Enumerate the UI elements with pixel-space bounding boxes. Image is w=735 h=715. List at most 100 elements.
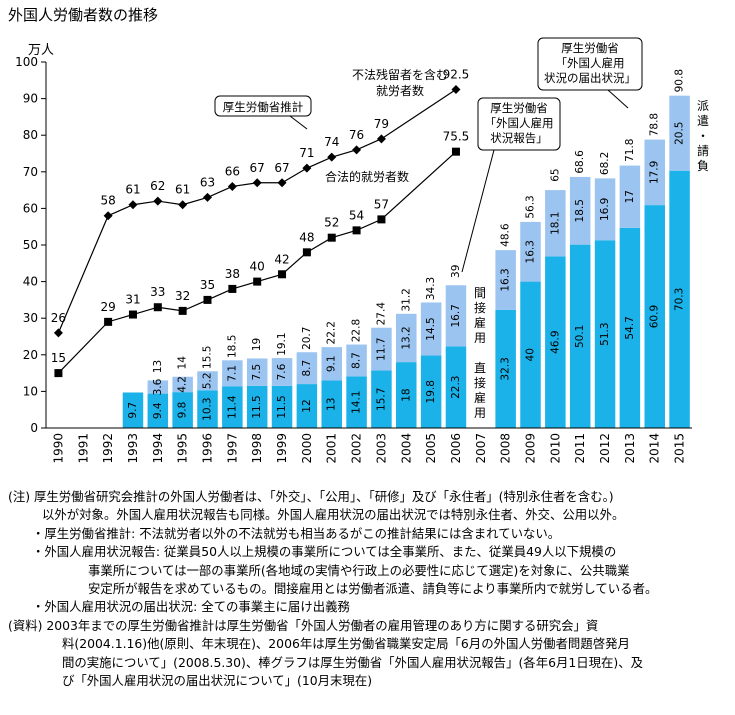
bar-segment-lower — [545, 256, 566, 428]
x-tick-label: 2004 — [399, 433, 413, 464]
bar-segment-upper — [495, 250, 516, 310]
bar-label-direct: 9.7 — [127, 402, 139, 419]
bar-segment-upper — [371, 327, 392, 371]
x-tick-label: 2013 — [623, 433, 637, 464]
bar-segment-lower — [594, 240, 616, 428]
bar-segment-upper — [172, 376, 193, 393]
bar-label-indirect: 11.7 — [375, 337, 387, 360]
bar-label-indirect: 16.7 — [450, 304, 462, 327]
bar-segment-upper — [396, 313, 417, 363]
bar-label-direct: 11.4 — [226, 395, 238, 419]
x-tick-label: 2002 — [350, 433, 364, 464]
y-tick-label: 90 — [23, 92, 38, 106]
bar-segment-lower — [669, 170, 690, 428]
bar-segment-upper — [271, 358, 293, 386]
bar-label-direct: 60.9 — [649, 305, 661, 328]
bar-segment-lower — [222, 386, 243, 428]
note-line: ・厚生労働省推計: 不法就労者以外の不法就労も相当あるがこの推計結果には含まれて… — [32, 525, 561, 541]
bar-segment-upper — [246, 358, 268, 386]
bar-segment-upper — [644, 139, 665, 206]
bar-label-total: 27.4 — [375, 302, 387, 326]
legal-value-label: 15 — [51, 351, 66, 365]
bar-segment-upper — [520, 221, 541, 282]
segment-label-dispatch: ・ — [697, 129, 709, 143]
bar-label-dispatch: 16.3 — [500, 268, 512, 291]
bar-segment-upper — [445, 285, 467, 347]
bar-label-indirect: 7.6 — [276, 363, 288, 380]
bar-label-direct: 9.4 — [152, 402, 164, 419]
estimate-point — [352, 145, 362, 155]
y-axis-unit-label: 万人 — [28, 43, 54, 58]
estimate-point — [376, 134, 386, 144]
note-line: ・外国人雇用状況の届出状況: 全ての事業主に届け出義務 — [32, 599, 350, 615]
segment-label-direct: 用 — [474, 406, 486, 420]
bar-label-dispatch: 18.5 — [574, 199, 586, 222]
y-tick-label: 50 — [23, 238, 38, 252]
x-tick-label: 2009 — [524, 433, 538, 464]
bar-label-direct: 18 — [400, 388, 412, 401]
legal-point — [327, 233, 336, 242]
x-tick-label: 1996 — [201, 433, 215, 464]
estimate-point — [277, 178, 287, 188]
bar-segment-lower — [619, 227, 641, 428]
legal-point — [203, 295, 212, 304]
y-tick-label: 0 — [30, 421, 38, 435]
bar-label-direct: 19.8 — [425, 380, 437, 403]
bar-segment-upper — [619, 165, 641, 228]
bar-segment-lower — [495, 309, 516, 428]
x-tick-label: 2010 — [548, 433, 562, 464]
estimate-value-label: 74 — [324, 135, 339, 149]
bar-segment-lower — [147, 393, 169, 428]
y-tick-label: 100 — [15, 55, 38, 69]
bar-label-total: 22.8 — [351, 319, 363, 342]
bar-label-total: 39 — [450, 265, 462, 278]
note-line: (注) 厚生労働省研究会推計の外国人労働者は、「外交」、「公用」、「研修」及び「… — [8, 489, 614, 504]
bar-label-total: 56.3 — [525, 195, 537, 218]
segment-label-direct: 雇 — [474, 390, 486, 405]
legal-value-label: 32 — [175, 289, 190, 303]
bar-segment-lower — [445, 346, 467, 428]
y-tick-label: 20 — [23, 348, 38, 362]
bar-label-direct: 11.5 — [251, 395, 263, 418]
segment-label-direct: 直 — [474, 361, 486, 375]
y-tick-label: 10 — [23, 384, 38, 398]
bar-label-total: 78.8 — [649, 113, 661, 136]
bar-segment-upper — [147, 380, 169, 394]
x-tick-label: 2012 — [598, 433, 612, 464]
bar-segment-lower — [321, 380, 342, 428]
segment-label-dispatch: 遣 — [697, 113, 709, 128]
bar-label-indirect: 3.6 — [152, 378, 164, 395]
bar-segment-lower — [371, 370, 392, 428]
bar-label-total: 68.2 — [599, 152, 611, 175]
estimate-point — [252, 178, 262, 188]
segment-label-direct: 接 — [474, 375, 486, 390]
y-tick-label: 70 — [23, 165, 38, 179]
x-tick-label: 1991 — [76, 433, 90, 464]
legal-value-label: 40 — [250, 260, 265, 274]
bar-label-total: 48.6 — [500, 223, 512, 247]
note-line: (資料) 2003年までの厚生労働省推計は厚生労働省「外国人労働者の雇用管理のあ… — [8, 617, 599, 633]
estimate-value-label: 61 — [125, 183, 140, 197]
bar-label-direct: 54.7 — [624, 316, 636, 339]
bar-label-dispatch: 16.9 — [599, 198, 611, 221]
bar-segment-upper — [296, 352, 318, 385]
estimate-point — [128, 200, 138, 210]
bar-label-total: 31.2 — [400, 288, 412, 311]
estimate-value-label: 67 — [274, 161, 289, 175]
bar-segment-upper — [321, 347, 342, 381]
bar-label-direct: 50.1 — [574, 325, 586, 348]
bar-label-total: 13 — [152, 360, 164, 373]
estimate-point — [227, 181, 237, 191]
callout-estimate-pointer — [289, 115, 308, 130]
bar-label-direct: 32.3 — [500, 357, 512, 380]
legal-line — [57, 151, 457, 374]
bar-label-total: 18.5 — [226, 335, 238, 358]
bar-label-dispatch: 17 — [624, 190, 636, 203]
estimate-point — [302, 163, 312, 173]
bar-segment-upper — [669, 95, 690, 171]
x-tick-label: 1994 — [151, 433, 165, 464]
bar-label-direct: 10.3 — [202, 397, 214, 420]
estimate-value-label: 67 — [250, 161, 265, 175]
x-tick-label: 1990 — [51, 433, 65, 464]
callout-survey-text: 厚生労働省 — [490, 101, 548, 115]
